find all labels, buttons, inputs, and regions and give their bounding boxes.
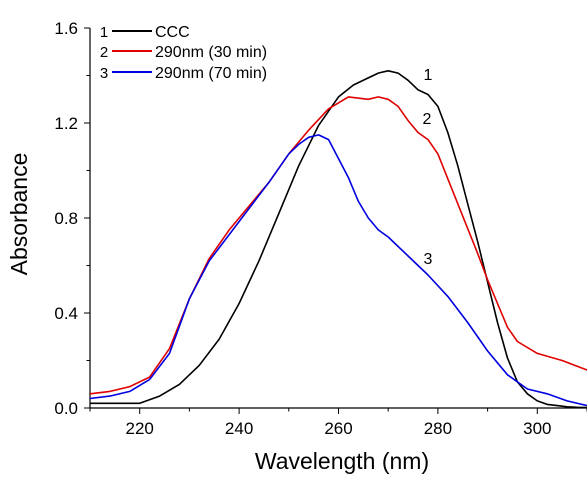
axes (89, 28, 587, 409)
y-tick-label: 0.8 (54, 209, 78, 228)
curve-label-2: 2 (423, 111, 432, 128)
series-line-3 (89, 134, 587, 407)
y-tick-label: 0.0 (54, 399, 78, 418)
x-tick-label: 280 (424, 419, 452, 438)
legend-number: 2 (100, 44, 108, 61)
curve-labels: 1 2 3 (423, 67, 433, 268)
y-tick-label: 0.4 (54, 304, 78, 323)
y-tick-label: 1.2 (54, 114, 78, 133)
y-tick-label: 1.6 (54, 19, 78, 38)
x-tick-label: 220 (126, 419, 154, 438)
legend-number: 3 (100, 65, 108, 82)
legend-entry: CCC (155, 24, 190, 41)
legend-entry: 290nm (30 min) (155, 44, 267, 61)
series-line-2 (89, 96, 587, 395)
x-tick-label: 300 (523, 419, 551, 438)
curve-label-3: 3 (424, 251, 433, 268)
x-tick-label: 240 (225, 419, 253, 438)
series-layer (89, 70, 587, 409)
legend-number: 1 (100, 24, 108, 41)
x-axis-label: Wavelength (nm) (255, 448, 429, 474)
y-axis-label: Absorbance (6, 153, 32, 276)
legend-entry: 290nm (70 min) (155, 65, 267, 82)
series-line-1 (90, 70, 587, 409)
curve-label-1: 1 (424, 67, 433, 84)
ticks: 220 240 260 280 300 0.0 0.4 0.8 1.2 1.6 (54, 19, 587, 438)
legend: 1 CCC 2 290nm (30 min) 3 290nm (70 min) (100, 24, 267, 82)
x-tick-label: 260 (324, 419, 352, 438)
